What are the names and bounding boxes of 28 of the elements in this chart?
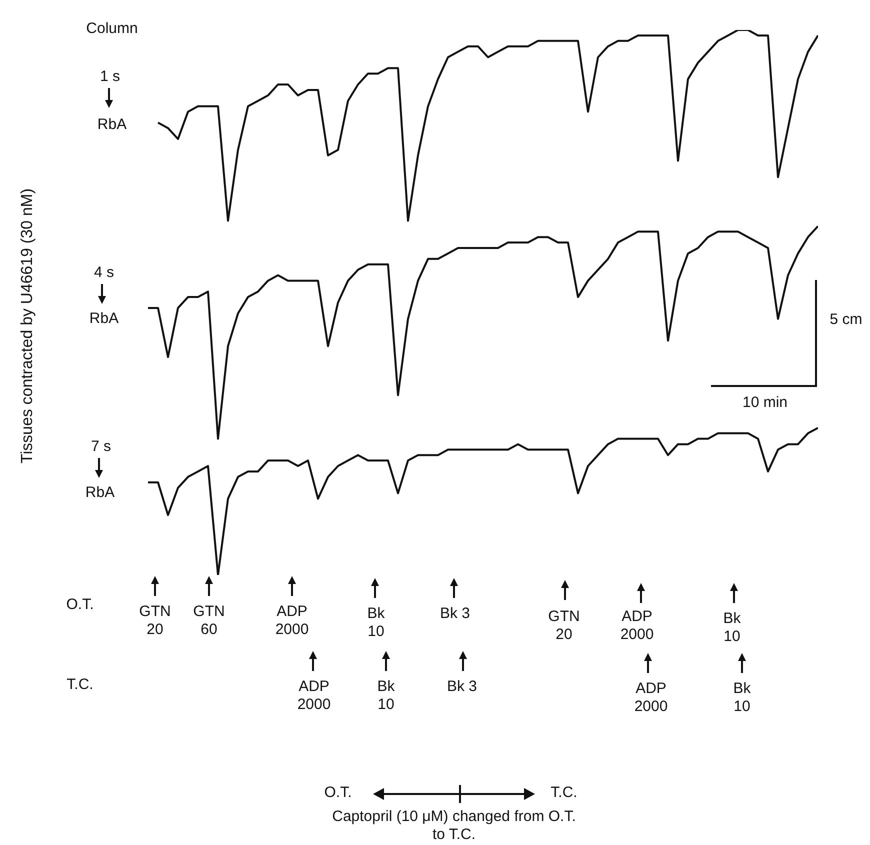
- text: RbA: [88, 310, 120, 328]
- text: ADP 2000: [296, 678, 332, 714]
- text: GTN 60: [192, 603, 226, 639]
- text: 5 cm: [828, 311, 864, 329]
- text: Bk 10: [376, 678, 396, 714]
- text: O.T.: [65, 596, 95, 614]
- text: Bk 10: [732, 680, 752, 716]
- text: T.C.: [66, 676, 94, 694]
- text: Bk 10: [366, 605, 386, 641]
- text: Bk 10: [722, 610, 742, 646]
- text: RbA: [84, 484, 116, 502]
- text: Column: [85, 20, 139, 38]
- text: Captopril (10 μM) changed from O.T. to T.C.: [331, 808, 577, 844]
- text: T.C.: [550, 784, 578, 802]
- text: RbA: [96, 116, 128, 134]
- text: O.T.: [323, 784, 353, 802]
- text: ADP 2000: [633, 680, 669, 716]
- text: 1 s: [98, 68, 121, 86]
- text: GTN 20: [547, 608, 581, 644]
- text: Tissues contracted by U46619 (30 nM): [19, 188, 37, 464]
- annotation: 10 min: [741, 394, 789, 412]
- text: Bk 3: [447, 678, 478, 696]
- text: 7 s: [90, 438, 112, 456]
- text: ADP 2000: [274, 603, 310, 639]
- text: ADP 2000: [619, 608, 655, 644]
- text: GTN 20: [138, 603, 172, 639]
- text: Bk 3: [440, 605, 470, 623]
- text: 4 s: [92, 264, 115, 282]
